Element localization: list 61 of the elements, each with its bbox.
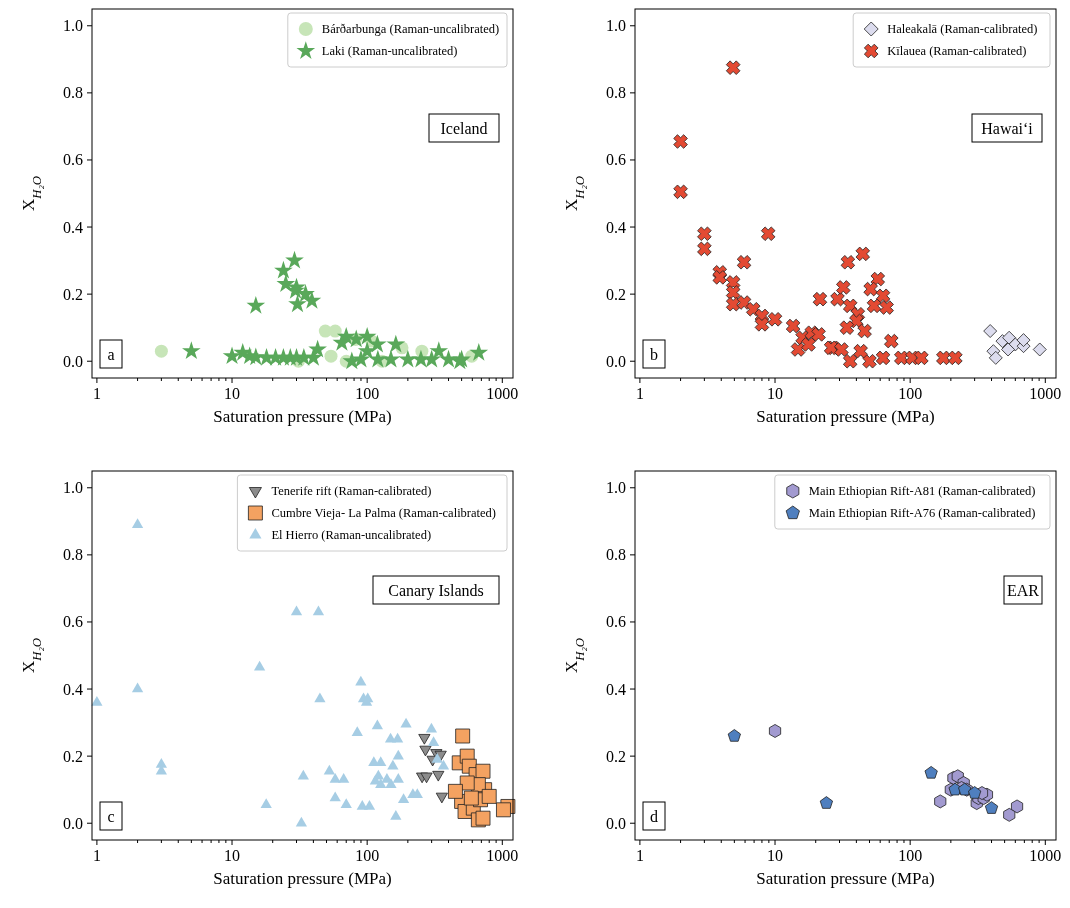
annotation: c — [107, 808, 115, 825]
x-tick-label: 1 — [635, 847, 644, 864]
x-axis-title: Saturation pressure (MPa) — [213, 869, 392, 888]
legend-label: El Hierro (Raman-uncalibrated) — [271, 528, 432, 542]
y-tick-label: 0.0 — [606, 814, 626, 832]
legend-label: Cumbre Vieja- La Palma (Raman-calibrated) — [271, 506, 497, 520]
y-tick-label: 0.8 — [606, 84, 626, 102]
legend-label: Main Ethiopian Rift-A76 (Raman-calibrated) — [808, 506, 1036, 520]
annotation: a — [107, 346, 115, 363]
y-tick-label: 0.4 — [63, 218, 83, 236]
y-tick-label: 0.2 — [63, 285, 83, 303]
y-tick-label: 0.4 — [606, 218, 626, 236]
y-tick-label: 0.6 — [63, 151, 83, 169]
y-tick-label: 0.0 — [63, 352, 83, 370]
y-tick-label: 0.2 — [606, 747, 626, 765]
y-tick-label: 1.0 — [606, 17, 626, 35]
x-tick-label: 100 — [355, 385, 380, 402]
y-tick-label: 0.0 — [606, 352, 626, 370]
legend-label: Laki (Raman-uncalibrated) — [321, 44, 458, 58]
x-tick-label: 1000 — [1029, 385, 1062, 402]
y-tick-label: 0.8 — [63, 546, 83, 564]
x-tick-label: 100 — [898, 385, 923, 402]
x-tick-label: 100 — [355, 847, 380, 864]
x-tick-label: 10 — [767, 847, 784, 864]
x-tick-label: 1000 — [1029, 847, 1062, 864]
y-tick-label: 0.0 — [63, 814, 83, 832]
x-tick-label: 1000 — [486, 385, 519, 402]
x-tick-label: 10 — [224, 385, 241, 402]
y-tick-label: 1.0 — [63, 479, 83, 497]
annotation: EAR — [1007, 582, 1040, 599]
x-tick-label: 1 — [92, 847, 101, 864]
annotation: Hawai‘i — [981, 120, 1034, 137]
y-tick-label: 0.2 — [63, 747, 83, 765]
legend-label: Kīlauea (Raman-calibrated) — [887, 44, 1027, 58]
x-tick-label: 1000 — [486, 847, 519, 864]
legend-label: Bárðarbunga (Raman-uncalibrated) — [321, 22, 500, 36]
x-tick-label: 1 — [635, 385, 644, 402]
x-tick-label: 100 — [898, 847, 923, 864]
legend-label: Haleakalā (Raman-calibrated) — [887, 22, 1038, 36]
annotation: b — [650, 346, 658, 363]
legend-label: Main Ethiopian Rift-A81 (Raman-calibrated) — [808, 484, 1036, 498]
y-tick-label: 0.6 — [606, 613, 626, 631]
x-axis-title: Saturation pressure (MPa) — [213, 407, 392, 426]
legend-label: Tenerife rift (Raman-calibrated) — [271, 484, 432, 498]
y-tick-label: 0.4 — [63, 680, 83, 698]
y-tick-label: 0.4 — [606, 680, 626, 698]
x-tick-label: 1 — [92, 385, 101, 402]
annotation: d — [650, 808, 658, 825]
y-tick-label: 1.0 — [63, 17, 83, 35]
x-axis-title: Saturation pressure (MPa) — [756, 407, 935, 426]
y-tick-label: 0.8 — [606, 546, 626, 564]
y-tick-label: 0.2 — [606, 285, 626, 303]
y-tick-label: 0.8 — [63, 84, 83, 102]
annotation: Canary Islands — [388, 582, 484, 600]
x-tick-label: 10 — [767, 385, 784, 402]
x-axis-title: Saturation pressure (MPa) — [756, 869, 935, 888]
y-tick-label: 1.0 — [606, 479, 626, 497]
x-tick-label: 10 — [224, 847, 241, 864]
y-tick-label: 0.6 — [606, 151, 626, 169]
y-tick-label: 0.6 — [63, 613, 83, 631]
annotation: Iceland — [440, 120, 488, 137]
